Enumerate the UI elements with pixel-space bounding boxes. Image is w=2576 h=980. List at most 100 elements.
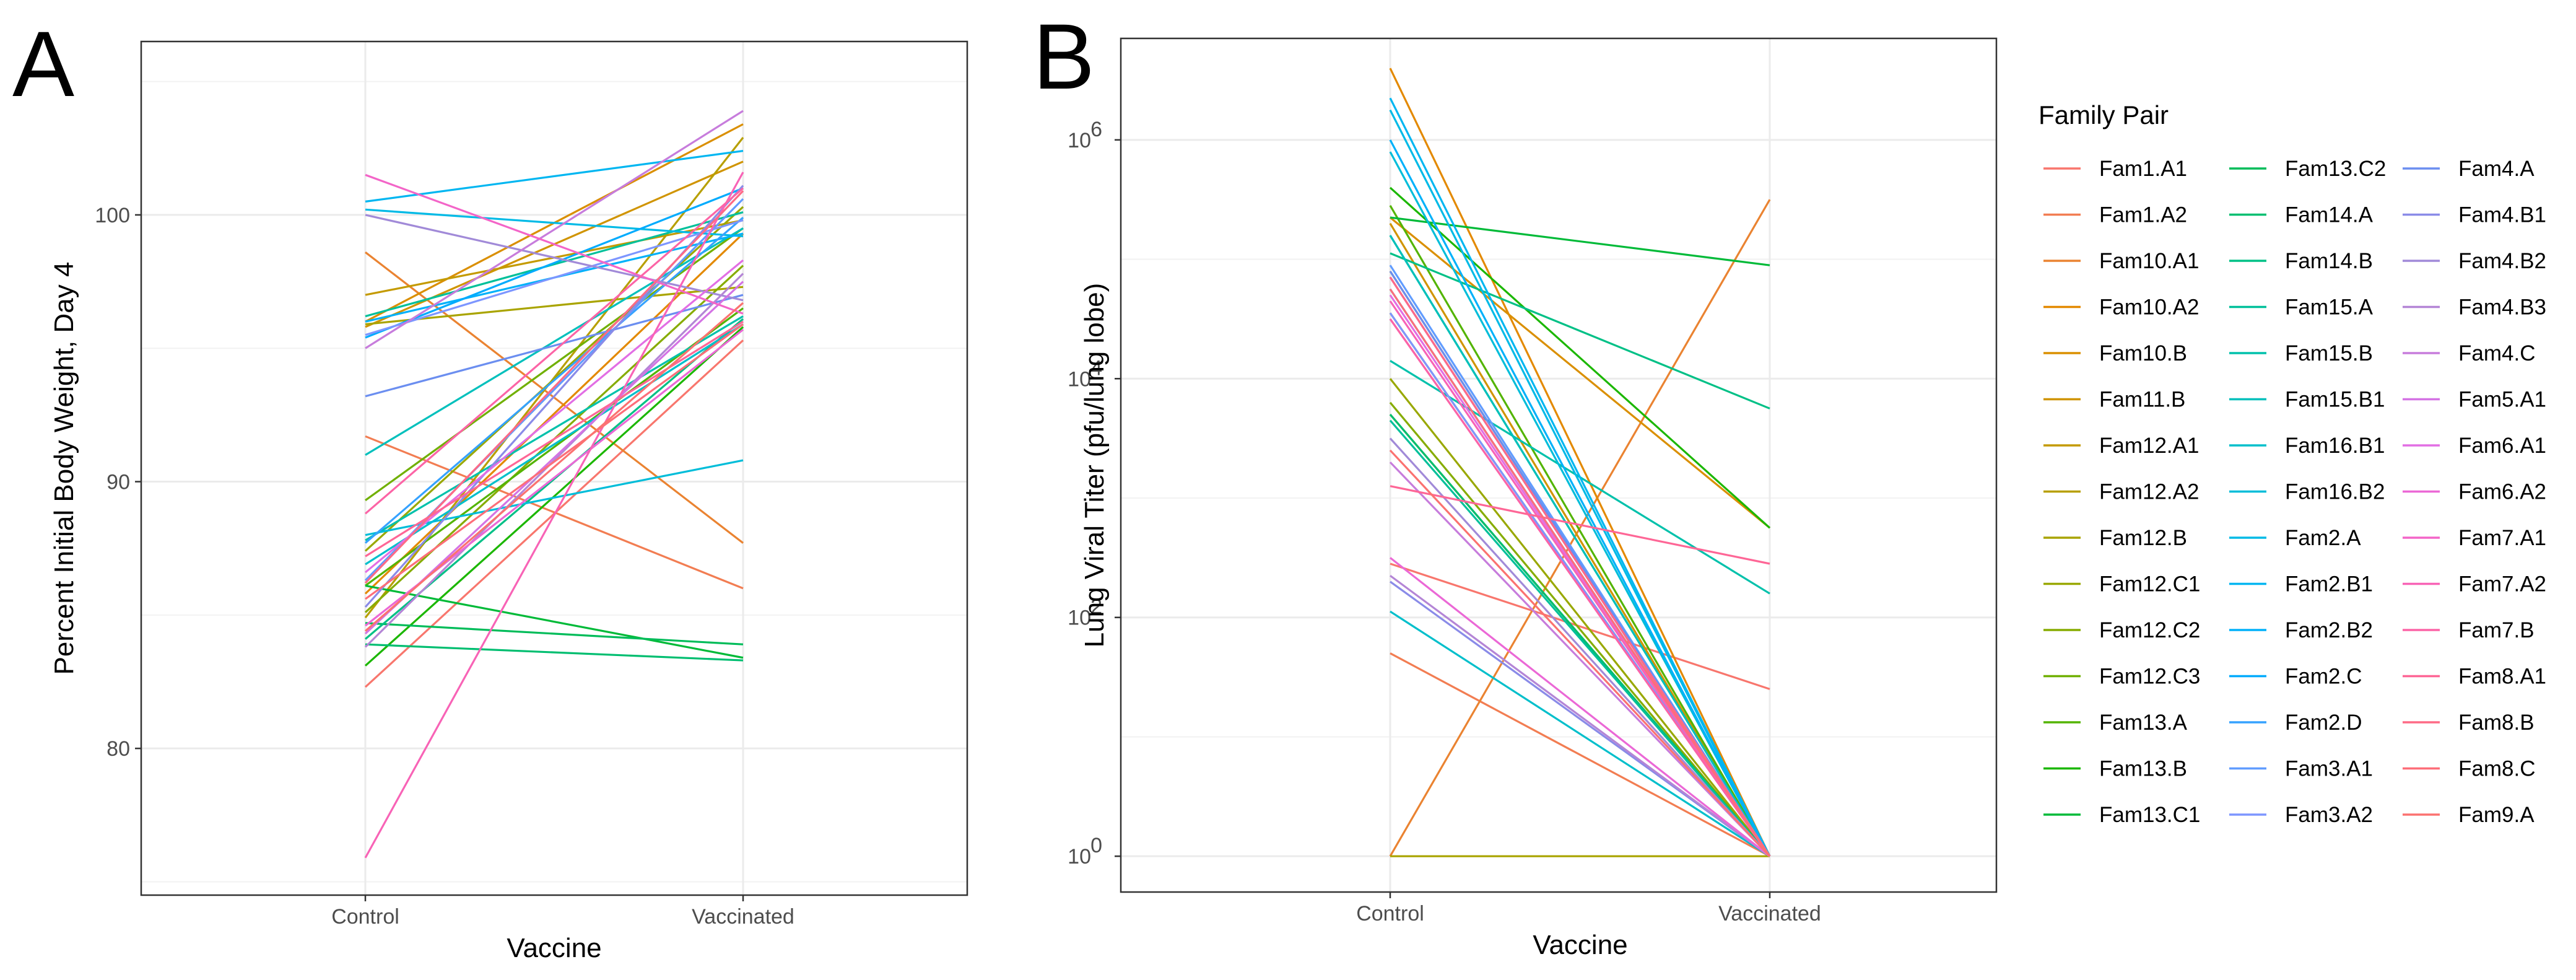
legend-label: Fam16.B2 [2285,480,2385,504]
legend-label: Fam15.B1 [2285,388,2385,412]
series-line-fam4-b3 [364,273,744,648]
legend-item-fam5-a1: Fam5.A1 [2403,388,2546,412]
legend-item-fam15-a: Fam15.A [2229,295,2374,320]
legend-item-fam2-d: Fam2.D [2229,711,2362,735]
series-line-fam12-c1 [364,206,744,552]
legend-label: Fam12.C1 [2099,572,2200,597]
legend-label: Fam16.B1 [2285,434,2385,458]
legend-label: Fam6.A1 [2458,434,2546,458]
legend-label: Fam13.C2 [2285,157,2386,181]
y-tick-label: 10 [1068,367,1091,391]
legend-label: Fam9.A [2458,803,2535,827]
series-line-fam4-b3 [1390,574,1770,857]
series-line-fam10-a2 [1389,68,1771,857]
series-line-fam1-a2 [1390,652,1770,857]
legend-item-fam7-b: Fam7.B [2403,618,2535,642]
legend-item-fam8-a1: Fam8.A1 [2403,665,2546,689]
x-tick-label-control: Control [1356,902,1424,925]
y-tick-label: 90 [107,471,130,494]
legend-item-fam13-c1: Fam13.C1 [2043,803,2200,827]
series-line-fam13-c1 [365,584,744,659]
legend-item-fam8-c: Fam8.C [2403,757,2535,781]
legend-label: Fam2.B1 [2285,572,2373,597]
series-line-fam5-a1 [364,281,744,635]
legend-item-fam2-c: Fam2.C [2229,665,2362,689]
legend-item-fam4-b3: Fam4.B3 [2403,295,2546,320]
series-line-fam2-b1 [365,149,744,203]
series-line-fam9-a [1389,449,1771,857]
series-line-fam10-a1 [1389,199,1771,857]
series-line-fam13-b [364,326,744,667]
series-line-fam2-b1 [1389,97,1771,857]
legend-item-fam12-c2: Fam12.C2 [2043,618,2200,642]
legend-label: Fam1.A2 [2099,203,2187,227]
legend-item-fam13-b: Fam13.B [2043,757,2187,781]
legend-item-fam4-c: Fam4.C [2403,341,2535,365]
y-tick-exponent: 6 [1090,118,1102,141]
legend-item-fam7-a2: Fam7.A2 [2403,572,2546,597]
panel-a-x-axis-title: Vaccine [507,933,601,963]
legend-item-fam9-a: Fam9.A [2403,803,2535,827]
y-tick-label: 10 [1068,606,1091,630]
legend-item-fam10-b: Fam10.B [2043,341,2187,365]
panel-a-series-lines [364,110,744,859]
y-tick-label: 80 [107,737,130,761]
series-line-fam8-c [365,323,744,600]
series-line-fam2-a [365,208,744,237]
series-line-fam7-a2 [1389,300,1771,857]
panel-a-gridlines [141,42,967,895]
legend-item-fam1-a1: Fam1.A1 [2043,157,2187,181]
legend-label: Fam4.C [2458,341,2535,365]
x-tick-label-vaccinated: Vaccinated [692,905,794,929]
series-line-fam12-b [365,286,744,326]
series-line-fam8-a1 [1390,485,1770,565]
legend-label: Fam12.A2 [2099,480,2199,504]
legend-label: Fam12.A1 [2099,434,2199,458]
legend-item-fam8-b: Fam8.B [2403,711,2535,735]
series-line-fam7-a1 [365,173,744,315]
legend-label: Fam6.A2 [2458,480,2546,504]
legend: Family Pair Fam1.A1 Fam1.A2 Fam10.A1 Fam10.… [2039,100,2546,827]
legend-label: Fam12.C3 [2099,665,2200,689]
legend-item-fam6-a2: Fam6.A2 [2403,480,2546,504]
panel-a-y-axis-title: Percent Initial Body Weight, Day 4 [49,262,79,675]
legend-item-fam12-b: Fam12.B [2043,526,2187,550]
legend-label: Fam4.B3 [2458,295,2546,320]
series-line-fam15-b1 [365,227,744,456]
series-line-fam8-b [1389,276,1771,857]
legend-item-fam2-b2: Fam2.B2 [2229,618,2373,642]
series-line-fam12-c3 [365,227,744,501]
legend-item-fam11-b: Fam11.B [2043,388,2185,412]
panel-a-y-ticks: 80 90 100 [95,204,141,761]
legend-label: Fam7.B [2458,618,2535,642]
panel-b-series-lines [1389,68,1771,857]
series-line-fam9-a [364,302,744,632]
legend-item-fam13-c2: Fam13.C2 [2229,157,2386,181]
series-line-fam13-c2 [365,622,744,645]
legend-item-fam14-b: Fam14.B [2229,249,2373,273]
legend-item-fam12-c1: Fam12.C1 [2043,572,2200,597]
legend-item-fam4-b2: Fam4.B2 [2403,249,2546,273]
legend-item-fam3-a2: Fam3.A2 [2229,803,2373,827]
legend-label: Fam12.C2 [2099,618,2200,642]
legend-label: Fam14.A [2285,203,2374,227]
panel-letter-a: A [12,12,74,116]
legend-item-fam4-a: Fam4.A [2403,157,2535,181]
legend-label: Fam7.A2 [2458,572,2546,597]
y-tick-exponent: 4 [1090,356,1102,380]
series-line-fam15-a [1389,419,1771,857]
legend-label: Fam13.C1 [2099,803,2200,827]
series-line-fam2-b2 [1389,139,1771,857]
legend-item-fam10-a2: Fam10.A2 [2043,295,2199,320]
series-line-fam12-c1 [1389,378,1771,857]
legend-label: Fam8.C [2458,757,2535,781]
legend-label: Fam4.A [2458,157,2535,181]
panel-a-x-ticks: Control Vaccinated [331,895,794,929]
legend-item-fam3-a1: Fam3.A1 [2229,757,2373,781]
legend-item-fam15-b: Fam15.B [2229,341,2373,365]
legend-label: Fam13.B [2099,757,2187,781]
series-line-fam16-b2 [365,459,744,536]
legend-label: Fam2.B2 [2285,618,2373,642]
